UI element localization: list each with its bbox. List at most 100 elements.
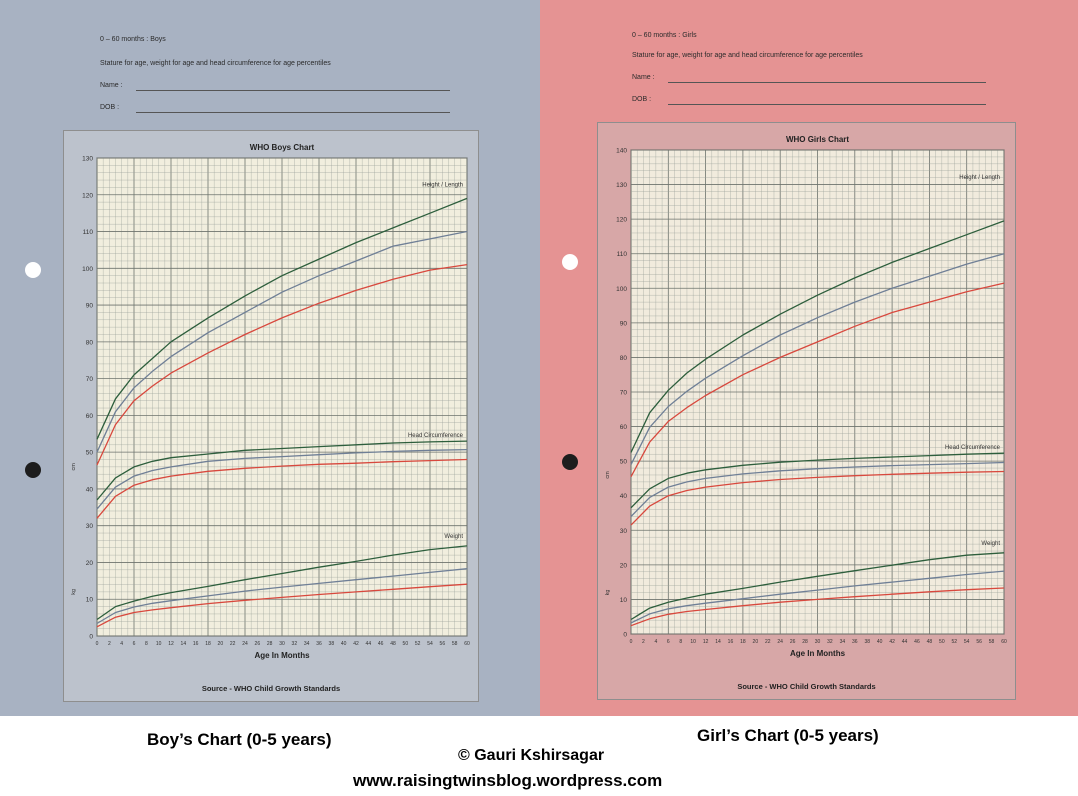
x-tick-label: 46 — [914, 639, 920, 645]
boys-name-line — [136, 90, 450, 91]
y-tick-label: 130 — [82, 156, 93, 163]
y-tick-label: 130 — [616, 182, 627, 189]
x-tick-label: 30 — [815, 639, 821, 645]
boys-dob-label: DOB : — [100, 104, 120, 111]
x-tick-label: 60 — [1001, 639, 1007, 645]
y-tick-label: 60 — [620, 424, 628, 431]
x-tick-label: 6 — [133, 641, 136, 647]
x-tick-label: 50 — [403, 641, 409, 647]
x-tick-label: 12 — [168, 641, 174, 647]
x-tick-label: 42 — [889, 639, 895, 645]
x-tick-label: 54 — [964, 639, 970, 645]
y-tick-label: 80 — [86, 339, 94, 346]
series-head-5 — [96, 458, 468, 519]
unit-label-cm: cm — [605, 471, 611, 479]
source-footer: Source - WHO Child Growth Standards — [737, 682, 875, 691]
x-tick-label: 40 — [877, 639, 883, 645]
grid — [630, 149, 1005, 635]
boys-chart-card: 0 10 20 30 40 50 60 70 80 90 100 110 120 130 0 2 4 6 8 10 12… — [63, 130, 479, 702]
x-tick-label: 10 — [156, 641, 162, 647]
x-tick-label: 16 — [728, 639, 734, 645]
girls-name-label: Name : — [632, 74, 655, 81]
y-tick-label: 70 — [620, 390, 628, 397]
x-tick-label: 14 — [181, 641, 187, 647]
x-tick-label: 32 — [292, 641, 298, 647]
x-tick-label: 40 — [341, 641, 347, 647]
y-tick-label: 30 — [86, 523, 94, 530]
x-tick-label: 52 — [415, 641, 421, 647]
series-weight-6 — [630, 552, 1005, 621]
x-tick-label: 26 — [790, 639, 796, 645]
x-tick-label: 4 — [654, 639, 657, 645]
girls-chart-subtitle: Stature for age, weight for age and head… — [632, 52, 863, 59]
series-weight-8 — [630, 587, 1005, 627]
x-tick-label: 50 — [939, 639, 945, 645]
y-tick-label: 100 — [82, 266, 93, 273]
x-tick-label: 36 — [852, 639, 858, 645]
x-tick-label: 12 — [703, 639, 709, 645]
y-tick-label: 110 — [617, 251, 628, 258]
y-tick-label: 20 — [86, 560, 94, 567]
curve-annotation: Weight — [444, 534, 463, 540]
source-footer: Source - WHO Child Growth Standards — [202, 684, 340, 693]
y-tick-label: 90 — [620, 320, 628, 327]
girls-chart-card: 0 10 20 30 40 50 60 70 80 90 100 110 120 130 140 0 2 4 6 8 1… — [597, 122, 1016, 700]
unit-label-kg: kg — [71, 589, 77, 595]
y-tick-label: 0 — [89, 634, 93, 641]
x-tick-label: 52 — [951, 639, 957, 645]
x-tick-label: 58 — [452, 641, 458, 647]
punch-hole — [562, 254, 578, 270]
y-tick-label: 120 — [616, 217, 627, 224]
boys-age-range: 0 – 60 months : Boys — [100, 36, 166, 43]
y-tick-label: 60 — [86, 413, 94, 420]
x-axis-label: Age In Months — [254, 651, 310, 660]
curve-annotation: Height / Length — [959, 175, 1000, 181]
x-tick-label: 24 — [242, 641, 248, 647]
curve-annotation: Height / Length — [422, 183, 463, 189]
boys-chart-subtitle: Stature for age, weight for age and head… — [100, 60, 331, 67]
punch-hole — [25, 262, 41, 278]
x-tick-label: 4 — [120, 641, 123, 647]
x-tick-label: 0 — [96, 641, 99, 647]
series-height-0 — [96, 197, 468, 440]
punch-hole — [562, 454, 578, 470]
y-tick-label: 20 — [620, 562, 628, 569]
x-tick-label: 44 — [902, 639, 908, 645]
girls-sheet: 0 – 60 months : Girls Stature for age, w… — [540, 0, 1078, 716]
x-tick-label: 26 — [255, 641, 261, 647]
series-group — [96, 197, 468, 628]
series-weight-7 — [630, 570, 1005, 624]
x-tick-label: 18 — [205, 641, 211, 647]
series-group — [630, 220, 1005, 627]
curve-annotation: Weight — [981, 541, 1000, 547]
x-tick-label: 42 — [353, 641, 359, 647]
x-tick-label: 46 — [378, 641, 384, 647]
x-tick-label: 28 — [802, 639, 808, 645]
boys-sheet: 0 – 60 months : Boys Stature for age, we… — [0, 0, 540, 716]
x-tick-label: 8 — [679, 639, 682, 645]
boys-dob-line — [136, 112, 450, 113]
x-tick-label: 56 — [976, 639, 982, 645]
unit-label-cm: cm — [71, 463, 77, 471]
x-tick-label: 38 — [864, 639, 870, 645]
series-height-1 — [96, 230, 468, 453]
series-height-0 — [630, 220, 1005, 453]
x-tick-label: 48 — [390, 641, 396, 647]
x-tick-label: 32 — [827, 639, 833, 645]
blog-url: www.raisingtwinsblog.wordpress.com — [353, 771, 663, 790]
y-tick-label: 0 — [623, 632, 627, 639]
x-tick-label: 38 — [329, 641, 335, 647]
series-head-3 — [630, 452, 1005, 509]
x-tick-label: 22 — [230, 641, 236, 647]
series-head-3 — [96, 440, 468, 501]
x-tick-label: 22 — [765, 639, 771, 645]
x-tick-label: 0 — [630, 639, 633, 645]
x-tick-label: 28 — [267, 641, 273, 647]
y-tick-label: 120 — [82, 192, 93, 199]
x-tick-label: 6 — [667, 639, 670, 645]
x-tick-label: 60 — [464, 641, 470, 647]
x-tick-label: 36 — [316, 641, 322, 647]
chart-title: WHO Girls Chart — [786, 135, 849, 144]
